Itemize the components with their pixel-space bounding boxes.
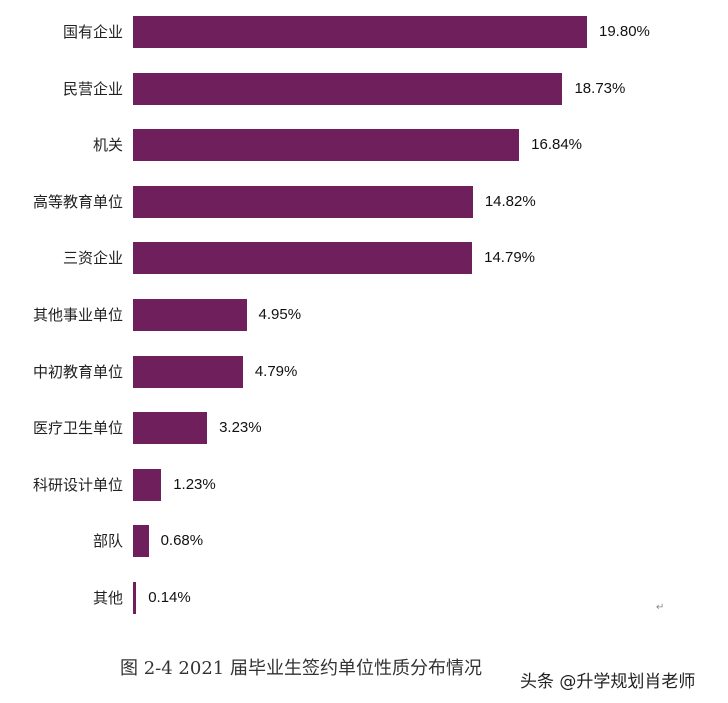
bar-row: 部队 0.68% (0, 525, 728, 558)
value-label: 16.84% (531, 136, 583, 154)
paragraph-mark-icon: ↵ (656, 602, 665, 613)
figure-caption: 图 2-4 2021 届毕业生签约单位性质分布情况 (120, 658, 482, 679)
bar (133, 242, 473, 275)
bar (133, 72, 563, 105)
bar (133, 412, 208, 445)
category-label: 医疗卫生单位 (32, 419, 123, 438)
bar (133, 355, 243, 388)
bar-row: 机关 16.84% (0, 129, 728, 162)
bar (133, 525, 149, 558)
category-label: 其他 (92, 589, 123, 607)
bar-row: 其他事业单位 4.95% (0, 299, 728, 331)
value-label: 0.14% (148, 589, 191, 606)
bar-chart: 国有企业 19.80% 民营企业 18.73% 机关 16.84% 高等教育单位 14.82%… (0, 16, 728, 614)
bar-row: 其他 0.14% (0, 582, 728, 614)
bar (133, 129, 520, 162)
bar (133, 582, 137, 614)
bar-row: 民营企业 18.73% (0, 72, 728, 105)
category-label: 民营企业 (62, 79, 123, 98)
bar (133, 468, 162, 501)
bar-row: 医疗卫生单位 3.23% (0, 412, 728, 445)
category-label: 中初教育单位 (32, 362, 123, 381)
value-label: 18.73% (574, 79, 626, 97)
bar-row: 高等教育单位 14.82% (0, 185, 728, 218)
value-label: 1.23% (173, 475, 216, 493)
bar (133, 299, 247, 331)
bar (133, 16, 587, 48)
category-label: 科研设计单位 (32, 475, 123, 494)
category-label: 机关 (92, 136, 123, 155)
watermark: 头条 @升学规划肖老师 (520, 672, 696, 692)
bar-row: 中初教育单位 4.79% (0, 355, 728, 388)
value-label: 14.79% (484, 249, 535, 267)
category-label: 部队 (92, 532, 123, 551)
value-label: 4.95% (258, 306, 302, 323)
value-label: 19.80% (599, 23, 650, 40)
category-label: 高等教育单位 (32, 192, 123, 211)
category-label: 三资企业 (62, 249, 123, 268)
value-label: 3.23% (219, 419, 262, 437)
category-label: 国有企业 (62, 23, 123, 41)
value-label: 14.82% (484, 192, 536, 210)
value-label: 0.68% (160, 532, 204, 550)
category-label: 其他事业单位 (32, 306, 123, 324)
value-label: 4.79% (254, 362, 298, 380)
bar (133, 185, 473, 218)
bar-row: 三资企业 14.79% (0, 242, 728, 275)
bar-row: 科研设计单位 1.23% (0, 468, 728, 501)
bar-row: 国有企业 19.80% (0, 16, 728, 48)
